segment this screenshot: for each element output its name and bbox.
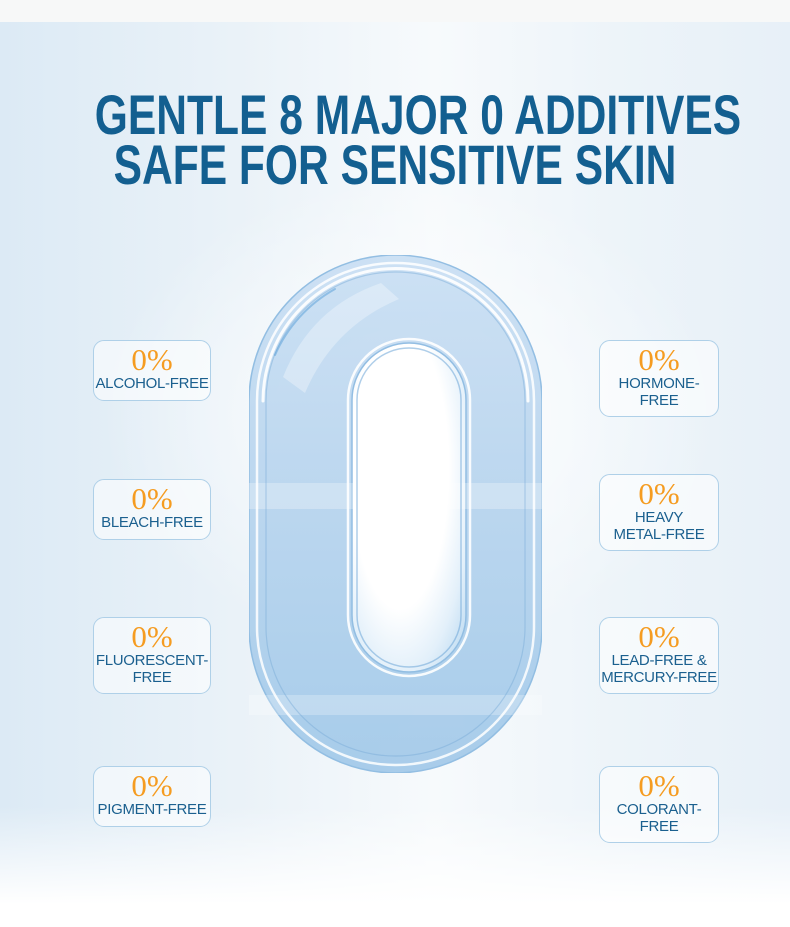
glass-zero-graphic [249,255,542,773]
badge-alcohol-free: 0% ALCOHOL-FREE [93,340,211,401]
zero-outer-bevel [255,261,536,767]
bottom-band [0,913,790,927]
badge-percent: 0% [638,768,680,803]
zero-hole-rim [346,337,472,678]
badge-percent: 0% [131,342,173,377]
benefits-banner: GENTLE 8 MAJOR 0 ADDITIVES SAFE FOR SENS… [0,22,790,913]
zero-top-highlight [261,267,530,403]
zero-reflection-band [249,483,542,509]
badge-percent: 0% [638,342,680,377]
badge-label: HEAVY METAL-FREE [613,509,705,543]
badge-label: PIGMENT-FREE [97,801,207,818]
badge-percent: 0% [638,619,680,654]
badge-hormone-free: 0% HORMONE-FREE [599,340,719,417]
badge-fluorescent-free: 0% FLUORESCENT- FREE [93,617,211,694]
zero-sheen [283,283,399,393]
badge-label: HORMONE-FREE [618,375,700,409]
badge-percent: 0% [131,768,173,803]
badge-pigment-free: 0% PIGMENT-FREE [93,766,211,827]
zero-hole-glow [352,343,466,672]
badge-label: COLORANT-FREE [616,801,702,835]
top-band [0,0,790,22]
badge-heavy-metal-free: 0% HEAVY METAL-FREE [599,474,719,551]
badge-colorant-free: 0% COLORANT-FREE [599,766,719,843]
badge-label: ALCOHOL-FREE [95,375,209,392]
badge-percent: 0% [638,476,680,511]
badge-label: BLEACH-FREE [101,514,203,531]
page-title: GENTLE 8 MAJOR 0 ADDITIVES SAFE FOR SENS… [0,83,790,196]
title-line-2: SAFE FOR SENSITIVE SKIN [113,133,677,196]
zero-hole-facet [356,347,462,668]
badge-percent: 0% [131,619,173,654]
zero-accent-arc [274,288,336,356]
badge-label: LEAD-FREE & MERCURY-FREE [601,652,717,686]
badge-bleach-free: 0% BLEACH-FREE [93,479,211,540]
zero-outer-facet [265,271,526,757]
zero-reflection-band [249,695,542,715]
badge-label: FLUORESCENT- FREE [95,652,209,686]
badge-lead-mercury-free: 0% LEAD-FREE & MERCURY-FREE [599,617,719,694]
title-line-1: GENTLE 8 MAJOR 0 ADDITIVES [94,83,742,146]
badge-percent: 0% [131,481,173,516]
